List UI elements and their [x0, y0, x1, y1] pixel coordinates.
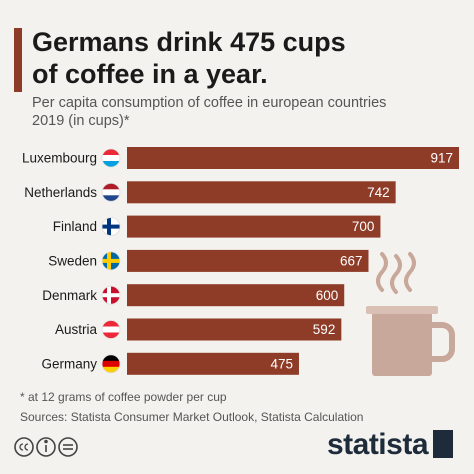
- value-label: 475: [270, 356, 293, 371]
- flag-stripe: [102, 354, 120, 362]
- value-label: 917: [430, 151, 453, 166]
- value-label: 667: [340, 253, 363, 268]
- flag-stripe: [102, 360, 120, 368]
- value-label: 592: [313, 322, 336, 337]
- flag-stripe: [102, 161, 120, 167]
- bar: [127, 352, 299, 375]
- flag-cross: [107, 251, 111, 270]
- value-label: 742: [367, 185, 390, 200]
- bar: [127, 249, 369, 272]
- bar: [127, 215, 381, 238]
- flag-cross: [107, 286, 111, 305]
- flag-stripe: [102, 189, 120, 196]
- flag: [102, 354, 120, 373]
- footnote: Sources: Statista Consumer Market Outloo…: [20, 410, 363, 424]
- category-label: Germany: [41, 356, 97, 371]
- footnote: * at 12 grams of coffee powder per cup: [20, 390, 227, 404]
- flag-border: [101, 182, 121, 202]
- flag: [102, 251, 120, 270]
- flag: [102, 320, 120, 339]
- flag-cross: [107, 217, 111, 236]
- value-label: 600: [316, 288, 339, 303]
- flag: [102, 149, 120, 167]
- license-icons: [14, 437, 78, 457]
- flag-stripe: [102, 332, 120, 339]
- flag: [102, 183, 120, 202]
- coffee-cup: [366, 252, 455, 376]
- category-label: Netherlands: [24, 185, 97, 200]
- bar: [127, 181, 396, 204]
- chart-title: of coffee in a year.: [32, 59, 268, 89]
- category-label: Sweden: [48, 253, 97, 268]
- flag-stripe: [102, 320, 120, 327]
- brand: statista: [327, 428, 429, 461]
- flag: [102, 286, 120, 305]
- flag-border: [101, 320, 121, 339]
- flag-stripe: [102, 183, 120, 190]
- category-label: Denmark: [42, 288, 97, 303]
- value-label: 700: [352, 219, 375, 234]
- bar: [127, 318, 342, 341]
- flag-border: [101, 148, 121, 168]
- bar: [127, 147, 459, 169]
- brand-icon: [433, 430, 453, 458]
- chart-title: Germans drink 475 cups: [32, 27, 346, 57]
- flag-stripe: [102, 149, 120, 156]
- flag-stripe: [102, 366, 120, 373]
- flag-stripe: [102, 326, 120, 333]
- chart-subtitle: 2019 (in cups)*: [32, 113, 130, 129]
- category-label: Finland: [53, 219, 97, 234]
- flag-border: [101, 354, 121, 374]
- bar: [127, 284, 345, 307]
- flag: [102, 217, 120, 236]
- flag-border: [101, 251, 121, 271]
- accent-bar: [14, 28, 22, 92]
- category-label: Austria: [55, 322, 98, 337]
- flag-border: [101, 217, 121, 237]
- chart-subtitle: Per capita consumption of coffee in euro…: [32, 95, 386, 111]
- flag-stripe: [102, 195, 120, 202]
- category-label: Luxembourg: [22, 151, 97, 166]
- flag-stripe: [102, 155, 120, 162]
- flag-border: [101, 285, 121, 305]
